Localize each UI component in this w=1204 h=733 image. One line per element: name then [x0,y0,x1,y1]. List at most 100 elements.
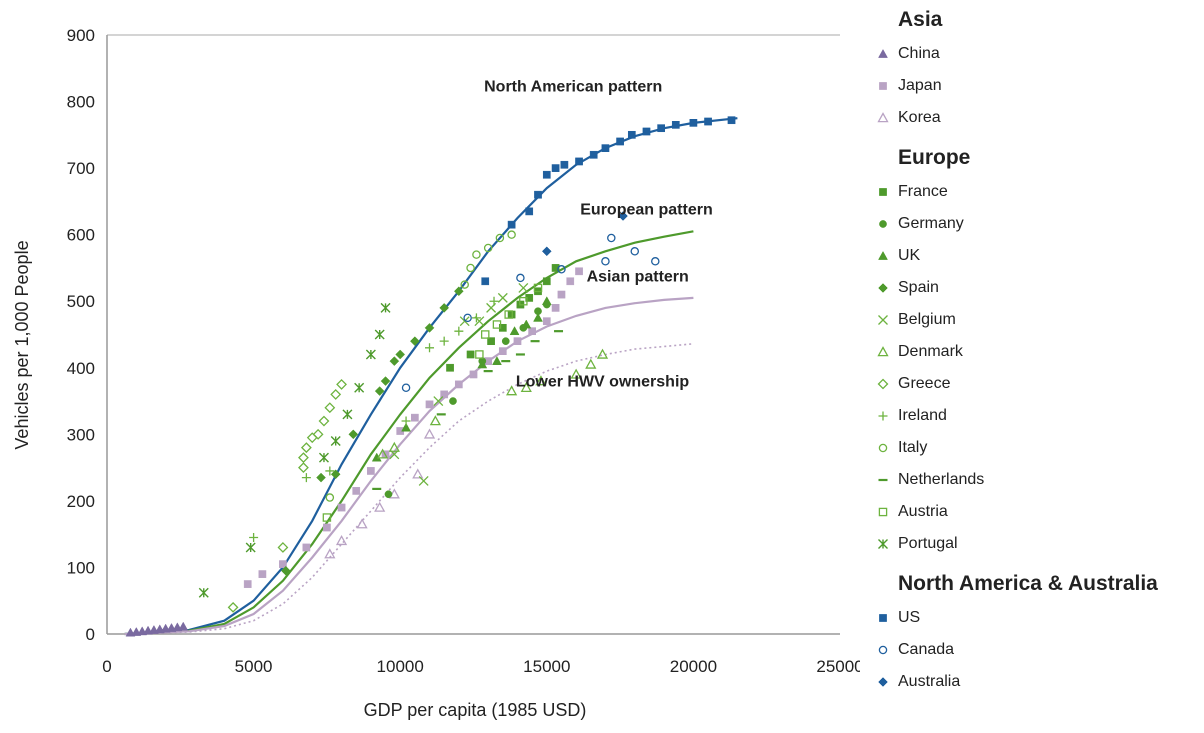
legend-group-title: Europe [898,146,971,169]
point-ireland [325,466,335,476]
point-france [466,350,475,359]
legend-label: China [898,45,940,62]
y-tick-label: 300 [67,425,95,444]
legend-item: Belgium [868,304,1204,336]
point-uk [509,326,520,336]
legend-marker-shape [877,378,889,390]
legend-item: Germany [868,208,1204,240]
x-tick-label: 0 [102,657,111,676]
legend-marker-icon [868,304,898,336]
y-tick-label: 100 [67,558,95,577]
point-us [642,127,651,136]
point-japan [425,400,434,409]
point-us [560,160,569,169]
legend-label: Spain [898,279,939,296]
y-tick-label: 500 [67,292,95,311]
point-canada [651,257,660,266]
point-greece [300,442,312,454]
annotation-label: North American pattern [484,79,662,96]
point-australia [618,211,628,221]
x-axis-title: GDP per capita (1985 USD) [364,700,587,720]
point-us [551,164,560,172]
data-points [125,116,736,637]
legend-item: Denmark [868,336,1204,368]
legend-label: Japan [898,77,942,94]
point-spain [380,376,391,386]
point-japan [498,347,507,355]
trend-line-1 [124,230,694,636]
point-us [657,124,665,133]
point-portugal [374,329,385,340]
legend-marker-icon [868,634,898,666]
legend-marker-icon [868,666,898,698]
x-axis-ticks: 0 5000 10000 15000 20000 25000 [102,657,860,676]
point-greece [298,452,309,464]
point-portugal [365,349,376,360]
point-portugal [380,302,391,313]
point-spain [410,336,420,347]
point-japan [513,337,522,346]
legend-marker-shape [879,82,887,90]
legend-label: Ireland [898,407,947,424]
x-tick-label: 15000 [523,657,570,676]
point-greece [318,415,330,427]
y-tick-label: 200 [67,492,95,511]
point-france [551,264,560,272]
legend-marker-shape [878,48,888,58]
point-germany [384,490,393,499]
point-austria [504,310,513,319]
point-spain [424,322,435,333]
point-spain [280,565,291,576]
point-australia [541,246,552,257]
legend-marker-shape [878,507,888,517]
point-greece [312,428,324,440]
point-ireland [249,532,259,542]
point-denmark [570,368,582,379]
legend-marker-icon [868,464,898,496]
legend-item: France [868,176,1204,208]
legend-marker-icon [868,400,898,432]
legend-marker-shape [877,346,889,357]
legend-marker-icon [868,102,898,134]
legend-item: US [868,602,1204,634]
point-ireland [301,473,311,483]
point-greece [324,402,336,414]
point-us [627,130,636,139]
point-korea [356,518,368,529]
legend-marker-icon [868,70,898,102]
point-spain [316,472,326,483]
y-axis-ticks: 0 100 200 300 400 500 600 700 800 900 [67,26,95,644]
point-greece [306,432,318,444]
legend-marker-icon [868,528,898,560]
point-japan [454,380,463,389]
legend-marker-icon [868,208,898,240]
legend-label: UK [898,247,921,264]
point-us [689,119,698,127]
legend-label: Belgium [898,311,956,328]
point-spain [348,429,359,440]
point-china [178,621,189,631]
point-uk [521,319,532,329]
point-italy [495,233,505,243]
point-japan [367,467,375,475]
point-canada [601,257,610,266]
annotation-label: Lower HWV ownership [516,373,690,390]
point-italy [472,250,481,259]
legend-marker-shape [878,315,888,325]
legend-marker-shape [879,220,887,228]
point-greece [298,462,309,474]
point-belgium [497,292,508,303]
point-canada [630,247,640,256]
point-us [704,117,712,126]
y-tick-label: 0 [86,625,95,644]
legend-item: Greece [868,368,1204,400]
point-france [446,363,454,372]
legend-label: Australia [898,673,961,690]
legend-item: Canada [868,634,1204,666]
legend-marker-shape [878,283,888,293]
legend-marker-icon [868,602,898,634]
point-italy [507,230,516,239]
legend-item: Austria [868,496,1204,528]
point-korea [412,468,424,479]
scatter-chart: 0 100 200 300 400 500 600 700 800 900 0 5000 10000 1… [12,26,860,720]
